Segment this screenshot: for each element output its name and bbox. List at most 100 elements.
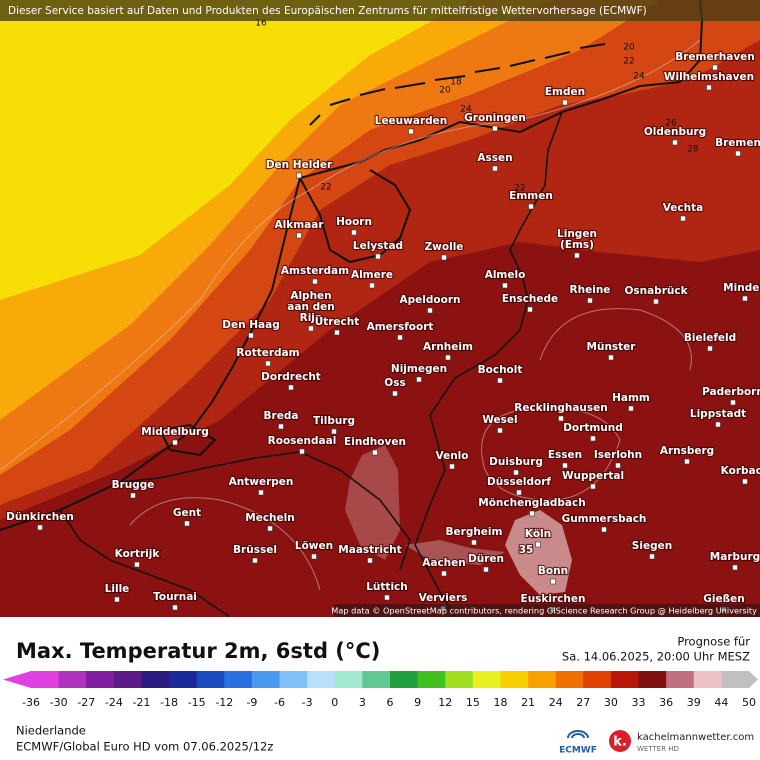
city-label: Bonn xyxy=(538,565,568,577)
colorbar-tick-label: -12 xyxy=(215,696,233,709)
colorbar-segment xyxy=(196,671,225,688)
city-marker xyxy=(252,557,258,564)
city-marker xyxy=(558,415,564,422)
map: Bremerhaven Wilhelmshaven Emden Leeuwarden G… xyxy=(0,0,760,618)
city-marker xyxy=(184,520,190,527)
city-marker xyxy=(527,306,533,313)
city-label: Groningen xyxy=(464,112,526,124)
city-marker xyxy=(397,334,403,341)
colorbar-segment xyxy=(86,671,115,688)
city-marker xyxy=(550,578,556,585)
city-marker xyxy=(516,489,522,496)
city-marker xyxy=(248,332,254,339)
city-marker xyxy=(574,252,580,259)
city-marker xyxy=(172,604,178,611)
city-marker xyxy=(278,423,284,430)
city-marker xyxy=(367,557,373,564)
city-label: Siegen xyxy=(632,540,672,552)
city-label: Gent xyxy=(173,507,201,519)
city-label-line: aan den xyxy=(287,301,334,313)
city-label: Osnabrück xyxy=(624,285,688,297)
ecmwf-text: ECMWF xyxy=(559,746,597,756)
banner-bg xyxy=(0,0,760,21)
colorbar-segment xyxy=(113,671,142,688)
city-marker xyxy=(331,428,337,435)
kachelmann-icon xyxy=(609,730,631,752)
colorbar-tick-label: 18 xyxy=(493,696,507,709)
city-label: Duisburg xyxy=(489,456,543,468)
coast xyxy=(0,0,704,531)
city-label: Paderborn xyxy=(702,386,760,398)
city-label: Düren xyxy=(468,553,504,565)
city-marker xyxy=(529,510,535,517)
colorbar-tick-label: 24 xyxy=(549,696,563,709)
city-marker xyxy=(441,570,447,577)
city-label-line: (Ems) xyxy=(560,239,594,251)
colorbar-tick-label: 30 xyxy=(604,696,618,709)
legend-title: Max. Temperatur 2m, 6std (°C) xyxy=(16,639,380,663)
city-marker xyxy=(492,125,498,132)
city-marker xyxy=(265,360,271,367)
city-label: Leeuwarden xyxy=(375,115,448,127)
colorbar-tick-label: -30 xyxy=(50,696,68,709)
legend-panel xyxy=(0,617,760,760)
contour-label: 24 xyxy=(460,105,472,115)
city-label: Rheine xyxy=(570,284,611,296)
city-label: Almelo xyxy=(485,269,526,281)
city-marker xyxy=(296,172,302,179)
city-marker xyxy=(130,492,136,499)
city-marker xyxy=(528,203,534,210)
isotherms xyxy=(0,0,701,591)
city-label: Tournai xyxy=(153,591,197,603)
city-label: Lelystad xyxy=(353,240,403,252)
colorbar-segment xyxy=(390,671,419,688)
city-marker xyxy=(392,390,398,397)
ecmwf-logo: ECMWF xyxy=(559,730,597,756)
colorbar-tick-label: -27 xyxy=(77,696,95,709)
city-label: Almere xyxy=(351,269,393,281)
city-marker xyxy=(742,295,748,302)
city-label: Venlo xyxy=(436,450,469,462)
colorbar-segment xyxy=(58,671,87,688)
city-label-line: Lingen xyxy=(557,228,597,240)
contour-label: 18 xyxy=(450,78,462,88)
city-label: Roosendaal xyxy=(268,435,337,447)
isotherm xyxy=(481,407,621,501)
city-label: Bocholt xyxy=(478,364,523,376)
city-marker xyxy=(416,376,422,383)
city-label: Korbach xyxy=(721,465,760,477)
colorbar-segment xyxy=(472,671,501,688)
kachelmann-sub: WETTER HD xyxy=(637,745,679,753)
colorbar-arrow-right xyxy=(749,671,758,688)
city-label: Essen xyxy=(548,449,582,461)
contour-label: 26 xyxy=(665,119,677,129)
city-label: Hoorn xyxy=(336,216,372,228)
city-marker xyxy=(587,297,593,304)
city-marker xyxy=(37,524,43,531)
city-marker xyxy=(308,325,314,332)
city-marker xyxy=(742,478,748,485)
isotherm xyxy=(539,308,692,371)
city-marker xyxy=(590,435,596,442)
city-marker xyxy=(258,489,264,496)
city-label: Lingen (Ems) xyxy=(557,228,597,251)
colorbar-segment xyxy=(169,671,198,688)
city-label: Breda xyxy=(264,410,299,422)
colorbar-arrow-left xyxy=(3,671,31,688)
temperature-field xyxy=(0,0,470,300)
city-marker xyxy=(134,561,140,568)
city-marker xyxy=(608,354,614,361)
attribution: Map data © OpenStreetMap contributors, r… xyxy=(331,606,757,616)
forecast-label: Prognose für xyxy=(677,635,750,649)
city-label: Zwolle xyxy=(425,241,464,253)
colorbar-segment xyxy=(31,671,60,688)
city-marker xyxy=(712,64,718,71)
city-marker xyxy=(730,399,736,406)
banner: Dieser Service basiert auf Daten und Pro… xyxy=(8,5,647,17)
estuary xyxy=(158,423,217,457)
contour-label: 22 xyxy=(514,184,525,194)
colorbar-tick-label: -3 xyxy=(302,696,313,709)
colorbar-segment xyxy=(583,671,612,688)
